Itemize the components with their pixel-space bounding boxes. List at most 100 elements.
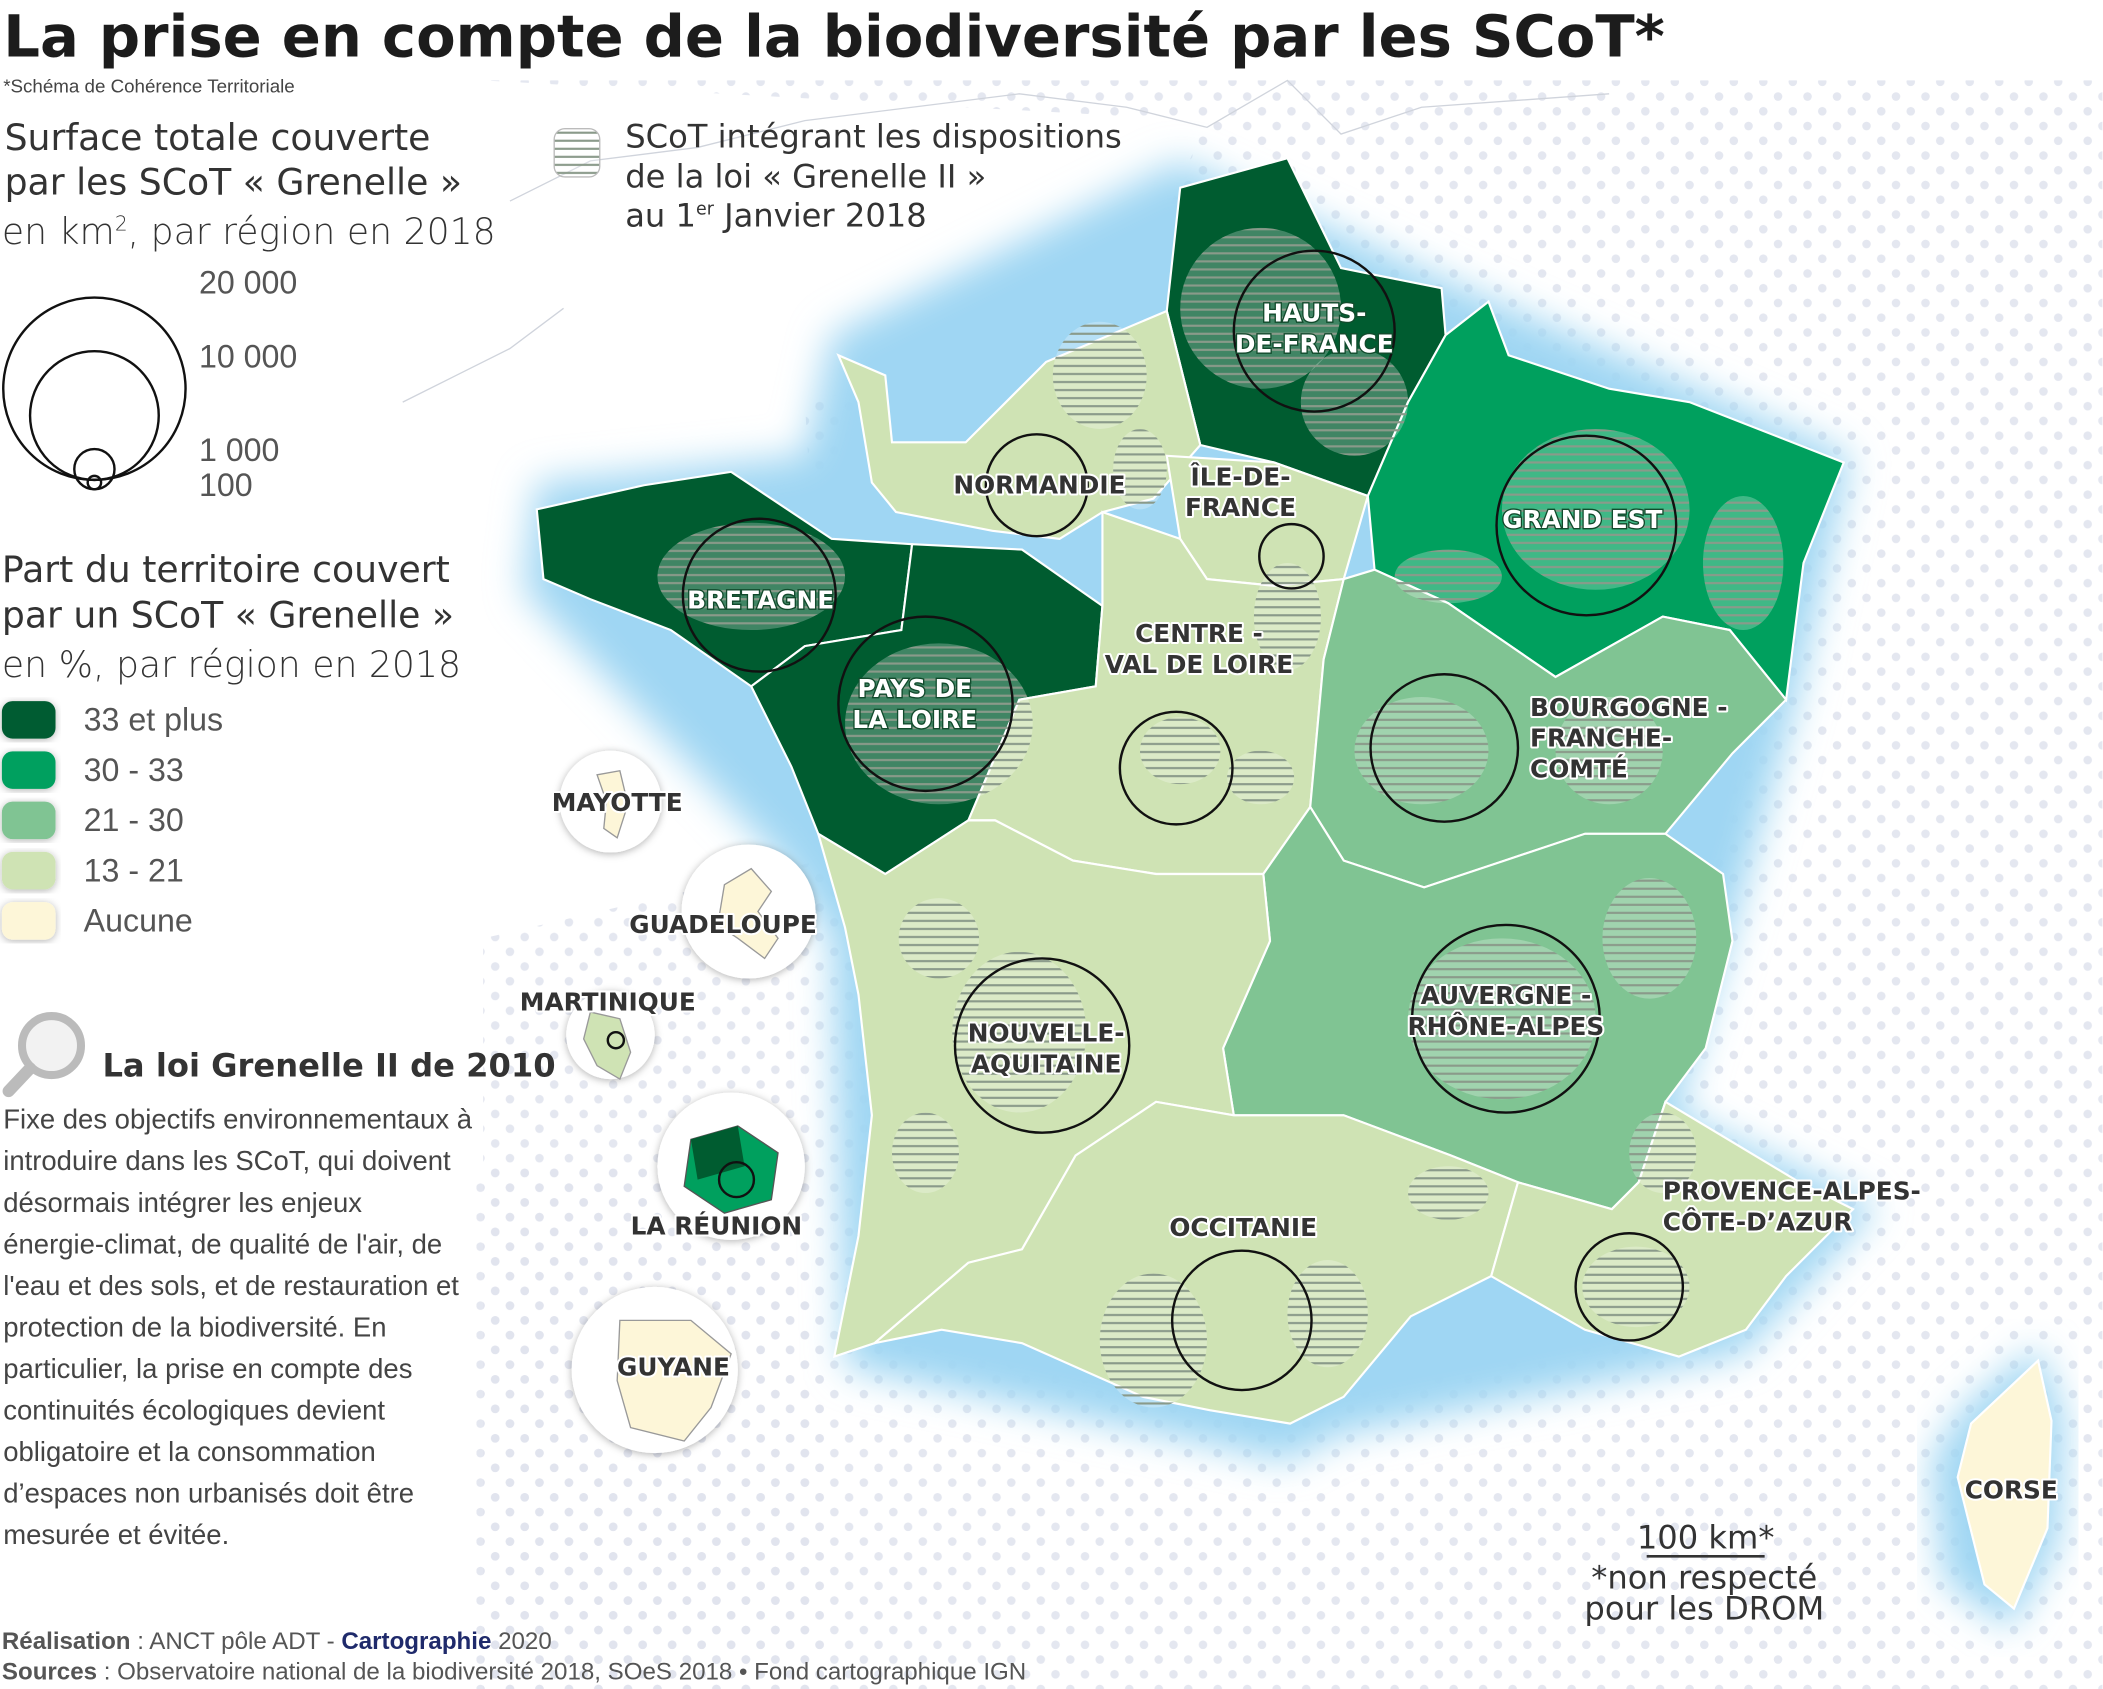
- circle-auvergne-rhone-alpes: [1410, 923, 1601, 1114]
- legend-swatch: [1, 851, 56, 890]
- info-box-line: introduire dans les SCoT, qui doivent: [3, 1145, 451, 1176]
- credits-realisation: Réalisation : ANCT pôle ADT - Cartograph…: [2, 1628, 552, 1655]
- info-box-line: désormais intégrer les enjeux: [3, 1187, 362, 1218]
- label-bfc-2: FRANCHE-: [1530, 724, 1672, 753]
- circle-centre: [1118, 710, 1234, 826]
- circle-grand-est: [1495, 434, 1678, 617]
- info-box-line: l'eau et des sols, et de restauration et: [3, 1270, 459, 1301]
- label-mayotte: MAYOTTE: [552, 788, 683, 817]
- mayotte-shape: [596, 770, 629, 839]
- page-title: La prise en compte de la biodiversité pa…: [3, 2, 1665, 70]
- label-normandie: NORMANDIE: [953, 470, 1125, 499]
- credits-sources: Sources : Observatoire national de la bi…: [2, 1659, 1026, 1686]
- label-centre-2: VAL DE LOIRE: [1105, 650, 1293, 679]
- info-box-line: continuités écologiques devient: [3, 1395, 385, 1426]
- legend-share-title-1: Part du territoire couvert: [2, 548, 450, 591]
- magnifier-icon: [2, 1012, 86, 1098]
- legend-circle-100: [86, 474, 103, 491]
- label-hdf-1: HAUTS-: [1262, 299, 1366, 328]
- circle-paca: [1574, 1232, 1685, 1342]
- info-box-line: particulier, la prise en compte des: [3, 1353, 412, 1384]
- grenelle-info-box: La loi Grenelle II de 2010 Fixe des obje…: [2, 1012, 556, 1550]
- circle-nouvelle-aquitaine: [953, 957, 1131, 1134]
- legend-share: Part du territoire couvert par un SCoT «…: [1, 548, 461, 940]
- legend-class-label: 33 et plus: [84, 702, 223, 738]
- uk-outline: [402, 79, 1610, 403]
- hatch-swatch: [553, 128, 601, 178]
- label-reunion: LA RÉUNION: [631, 1212, 803, 1241]
- martinique-shape: [582, 1011, 632, 1081]
- label-martinique: MARTINIQUE: [520, 988, 696, 1017]
- legend-circle-20000: [2, 296, 187, 482]
- legend-size-value: 100: [199, 467, 253, 503]
- label-ara-1: AUVERGNE -: [1421, 981, 1592, 1010]
- legend-size-title-2: par les SCoT « Grenelle »: [5, 160, 462, 203]
- title-footnote: *Schéma de Cohérence Territoriale: [3, 75, 294, 96]
- scale-note-2: pour les DROM: [1584, 1589, 1824, 1627]
- legend-hatch: SCoT intégrant les dispositions de la lo…: [553, 117, 1122, 235]
- circle-normandie: [984, 433, 1089, 538]
- legend-hatch-line-3: au 1er Janvier 2018: [625, 197, 926, 235]
- legend-swatch: [1, 801, 56, 840]
- region-provence-alpes-cote-d-azur[interactable]: [1489, 1100, 1855, 1358]
- label-bfc-1: BOURGOGNE -: [1530, 693, 1728, 722]
- label-paca-1: PROVENCE-ALPES-: [1663, 1177, 1921, 1206]
- label-idf-2: FRANCE: [1185, 493, 1296, 522]
- info-box-title: La loi Grenelle II de 2010: [102, 1046, 555, 1084]
- legend-swatch: [1, 751, 56, 789]
- legend-size-value: 10 000: [199, 338, 297, 374]
- scale-note-1: *non respecté: [1591, 1558, 1817, 1596]
- circle-bretagne: [681, 517, 837, 673]
- guyane-shape: [616, 1319, 732, 1442]
- label-corse: CORSE: [1965, 1476, 2058, 1505]
- label-centre-1: CENTRE -: [1135, 619, 1263, 648]
- region-corse[interactable]: [1956, 1358, 2053, 1611]
- legend-size-value: 1 000: [199, 432, 279, 468]
- label-guyane: GUYANE: [617, 1352, 730, 1381]
- info-box-line: Fixe des objectifs environnementaux à: [3, 1104, 472, 1135]
- guadeloupe-shape: [716, 867, 779, 960]
- label-occitanie: OCCITANIE: [1169, 1213, 1317, 1242]
- label-pdl-2: LA LOIRE: [852, 705, 977, 734]
- label-paca-2: CÔTE-D’AZUR: [1663, 1207, 1853, 1237]
- label-idf-1: ÎLE-DE-: [1190, 462, 1290, 491]
- label-na-2: AQUITAINE: [971, 1049, 1122, 1078]
- drom-insets: [559, 750, 816, 1454]
- label-bretagne: BRETAGNE: [687, 586, 834, 615]
- label-bfc-3: COMTÉ: [1530, 754, 1628, 783]
- legend-hatch-line-2: de la loi « Grenelle II »: [625, 158, 986, 196]
- proportional-circles: [681, 249, 1685, 1392]
- legend-size: Surface totale couverte par les SCoT « G…: [2, 116, 496, 503]
- info-box-line: obligatoire et la consommation: [3, 1436, 376, 1467]
- circle-hauts-de-france: [1232, 249, 1396, 413]
- circle-pays-de-la-loire: [837, 615, 1014, 793]
- scale-label: 100 km*: [1637, 1518, 1775, 1556]
- legend-circle-1000: [73, 447, 116, 491]
- legend-share-subtitle: en %, par région en 2018: [2, 643, 461, 686]
- reunion-dark-area: [690, 1126, 745, 1180]
- legend-size-title-1: Surface totale couverte: [5, 116, 431, 159]
- info-box-line: d’espaces non urbanisés doit être: [3, 1478, 414, 1509]
- circle-bourgogne-franche-comte: [1369, 673, 1520, 823]
- info-box-line: protection de la biodiversité. En: [3, 1311, 386, 1342]
- label-hdf-2: DE-FRANCE: [1235, 330, 1394, 359]
- label-pdl-1: PAYS DE: [857, 674, 972, 703]
- legend-size-value: 20 000: [199, 265, 297, 301]
- legend-class-label: 30 - 33: [84, 752, 184, 788]
- legend-swatch: [1, 701, 56, 739]
- legend-share-title-2: par un SCoT « Grenelle »: [2, 593, 454, 636]
- legend-circle-10000: [28, 349, 160, 482]
- label-guadeloupe: GUADELOUPE: [629, 910, 817, 939]
- info-box-line: mesurée et évitée.: [3, 1519, 229, 1550]
- circle-occitanie: [1170, 1249, 1313, 1392]
- label-grand-est: GRAND EST: [1502, 505, 1662, 534]
- scot-grenelle-hatching: [657, 227, 1784, 1408]
- legend-hatch-line-1: SCoT intégrant les dispositions: [625, 117, 1122, 155]
- info-box-line: énergie-climat, de qualité de l'air, de: [3, 1228, 442, 1259]
- label-ara-2: RHÔNE-ALPES: [1408, 1011, 1605, 1041]
- legend-class-label: 21 - 30: [84, 802, 184, 838]
- label-na-1: NOUVELLE-: [968, 1019, 1125, 1048]
- legend-class-label: 13 - 21: [84, 852, 184, 888]
- scale-bar: 100 km* *non respecté pour les DROM: [1584, 1518, 1824, 1627]
